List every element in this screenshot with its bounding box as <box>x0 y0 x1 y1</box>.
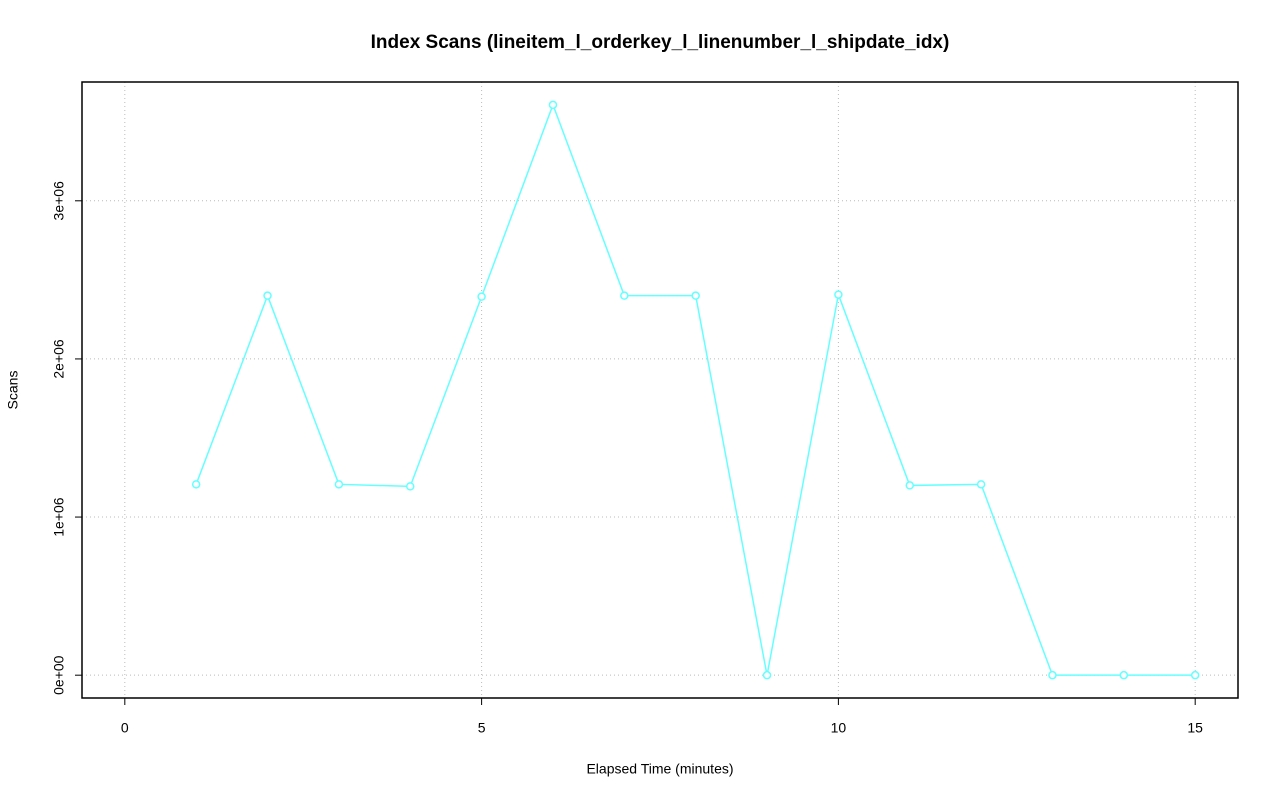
point <box>1190 670 1200 680</box>
point <box>548 100 558 110</box>
chart-title: Index Scans (lineitem_l_orderkey_l_linen… <box>371 32 950 53</box>
point <box>191 480 201 489</box>
plot-frame <box>81 81 1239 699</box>
point <box>1048 670 1057 680</box>
x-tick-label: 5 <box>478 720 486 736</box>
point <box>477 292 486 301</box>
line <box>195 102 1196 676</box>
y-tick-label: 2e+06 <box>51 339 67 379</box>
point <box>834 290 843 299</box>
y-tick-label: 1e+06 <box>51 497 67 537</box>
x-tick-label: 15 <box>1187 720 1203 736</box>
point <box>1119 670 1129 680</box>
point <box>976 480 986 489</box>
point <box>620 291 629 300</box>
point <box>905 481 915 490</box>
x-tick-label: 0 <box>121 720 129 736</box>
point <box>334 480 344 489</box>
x-axis-label: Elapsed Time (minutes) <box>586 761 733 777</box>
x-tick-label: 10 <box>831 720 847 736</box>
y-axis-label: Scans <box>5 371 21 410</box>
y-tick-label: 0e+00 <box>51 655 67 695</box>
point <box>405 482 415 491</box>
point <box>691 291 700 300</box>
point <box>263 291 272 300</box>
y-tick-label: 3e+06 <box>51 181 67 221</box>
point <box>762 670 772 680</box>
